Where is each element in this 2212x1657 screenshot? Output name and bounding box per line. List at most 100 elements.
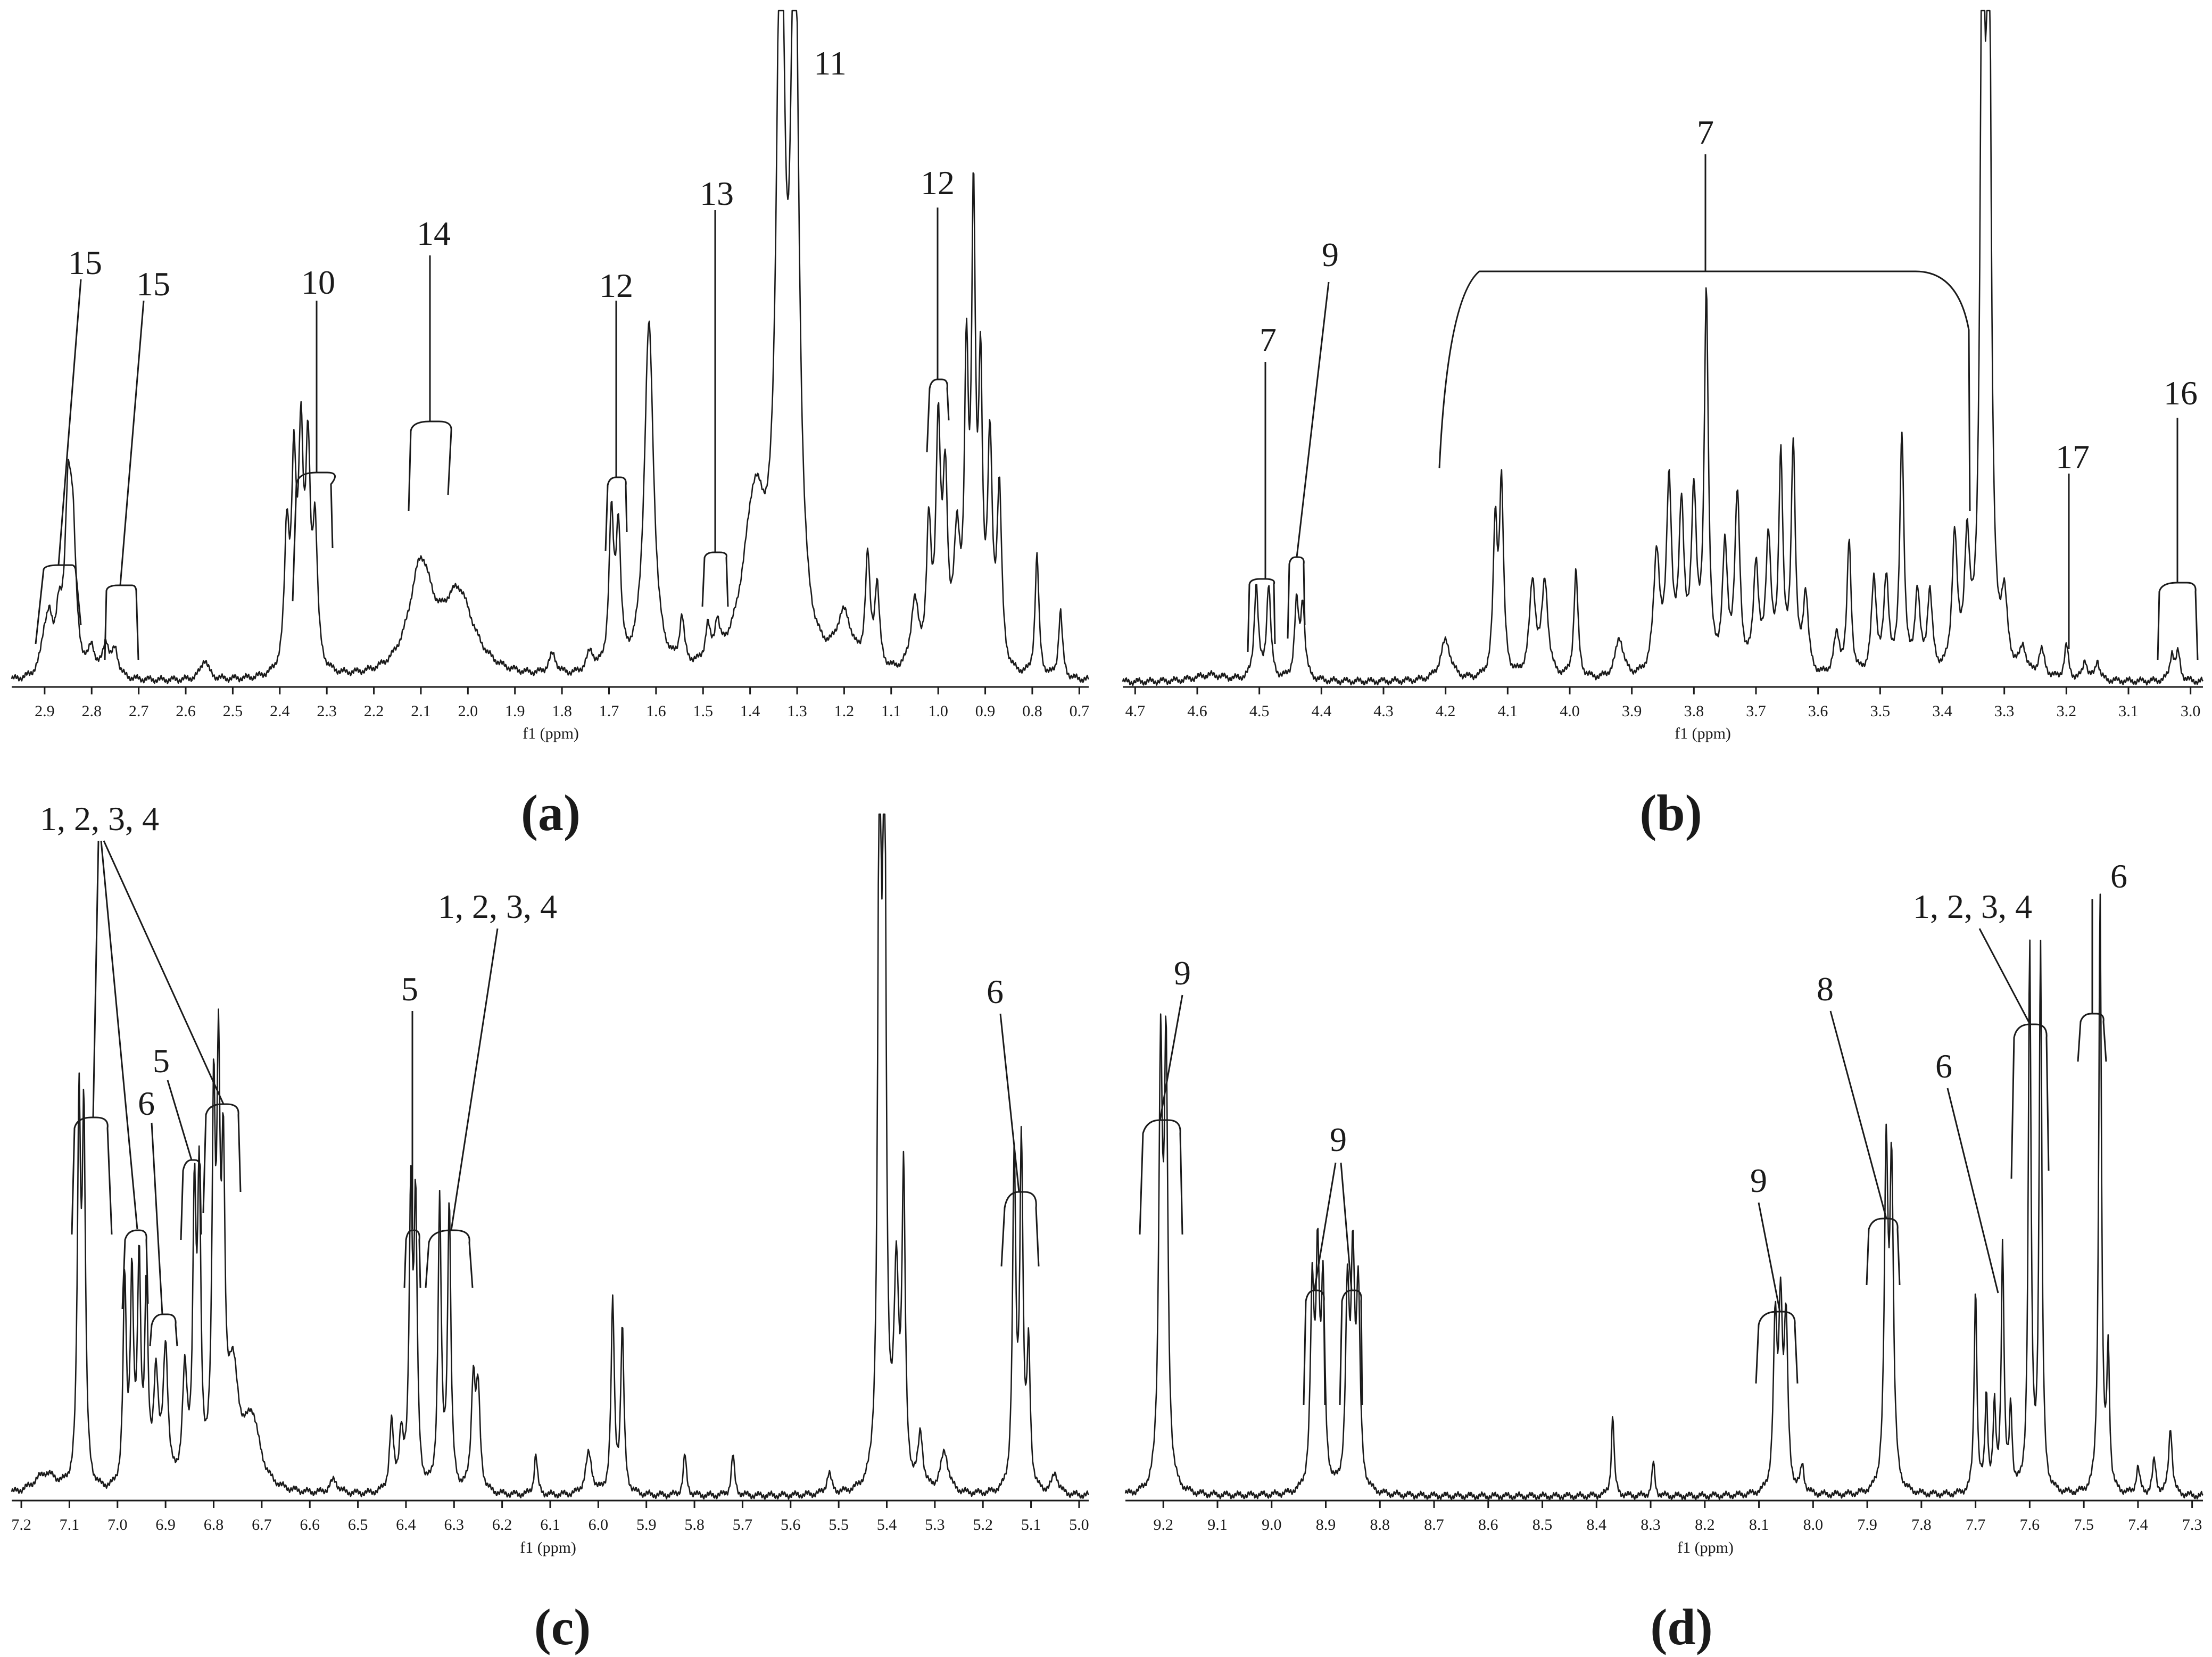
panel-c-tick-label: 6.5	[348, 1516, 368, 1534]
panel-b-tick-label: 4.6	[1187, 702, 1207, 720]
panel-a-label-14: 14	[417, 214, 451, 252]
panel-c-bracket-512	[1000, 1191, 1040, 1267]
panel-a-leader-15b	[119, 300, 145, 586]
panel-a-tick-label: 2.8	[82, 702, 102, 720]
panel-b-tick-label: 4.7	[1125, 702, 1146, 720]
panel-c-leader-1234a-1	[92, 840, 100, 1118]
panel-b-tick-label: 4.2	[1436, 702, 1456, 720]
panel-a-tick-label: 1.1	[881, 702, 901, 720]
panel-d-bracket-747	[2077, 1013, 2107, 1062]
panel-c-tick-label: 6.1	[540, 1516, 560, 1534]
panel-c-tick-label: 7.2	[11, 1516, 31, 1534]
panel-c-tick-label: 6.8	[204, 1516, 224, 1534]
panel-b: 4.7 4.6 4.5 4.4 4.3 4.2 4.1 4.0 3.9 3.8 3.7 3.6 3.5 3…	[1122, 10, 2204, 841]
panel-a-tick-label: 0.8	[1022, 702, 1042, 720]
panel-b-tick-label: 3.3	[1994, 702, 2015, 720]
panel-d-tick-label: 7.9	[1857, 1516, 1877, 1534]
panel-c-label-5a: 5	[153, 1042, 170, 1080]
panel-c-tick-label: 5.6	[781, 1516, 801, 1534]
panel-d-leader-9b-2	[1340, 1162, 1353, 1291]
panel-c-tick-label: 6.9	[155, 1516, 176, 1534]
panel-c-spectrum	[11, 813, 1090, 1500]
panel-b-tick-label: 4.0	[1560, 702, 1580, 720]
panel-c-tick-label: 5.7	[733, 1516, 753, 1534]
panel-d-tick-label: 7.7	[1966, 1516, 1986, 1534]
panel-d-tick-label: 7.5	[2074, 1516, 2094, 1534]
panel-a-bracket-12a	[604, 476, 628, 551]
panel-d-tick-label: 8.8	[1370, 1516, 1390, 1534]
panel-b-label-17: 17	[2056, 438, 2090, 476]
panel-d-leader-6a	[1946, 1088, 1999, 1294]
panel-c-tick-label: 6.3	[444, 1516, 465, 1534]
panel-d-leader-9a	[1159, 995, 1183, 1121]
panel-c-label-1234b: 1, 2, 3, 4	[438, 888, 557, 925]
panel-c-bracket-691	[149, 1313, 178, 1347]
panel-d-tick-label: 8.3	[1641, 1516, 1661, 1534]
panel-c-label-6b: 6	[987, 973, 1004, 1010]
panel-a-tick-label: 0.9	[975, 702, 996, 720]
panel-a-tick-label: 2.3	[317, 702, 337, 720]
panel-d-annotations: 9 9 9 8 6 1, 2, 3, 4 6	[1139, 857, 2127, 1405]
panel-c-leader-6a	[151, 1122, 163, 1315]
panel-b-tick-label: 3.9	[1622, 702, 1642, 720]
panel-b-bracket-7a	[1247, 578, 1276, 652]
panel-b-label-16: 16	[2164, 374, 2198, 412]
panel-a-tick-label: 1.5	[693, 702, 713, 720]
panel-b-tick-label: 3.1	[2118, 702, 2139, 720]
panel-a-tick-label: 2.7	[129, 702, 149, 720]
panel-d-bracket-891	[1303, 1289, 1326, 1405]
panel-c-label-1234a: 1, 2, 3, 4	[40, 800, 159, 838]
panel-d-tick-label: 9.0	[1262, 1516, 1282, 1534]
panel-b-tick-label: 4.1	[1498, 702, 1518, 720]
panel-b-spectrum	[1122, 10, 2204, 686]
panel-c-tick-label: 6.2	[492, 1516, 512, 1534]
panel-c-bracket-679	[202, 1103, 242, 1214]
panel-d-tick-label: 8.4	[1587, 1516, 1607, 1534]
panel-d-tick-label: 8.6	[1478, 1516, 1498, 1534]
panel-c-tick-label: 5.4	[877, 1516, 897, 1534]
panel-c-tick-label: 6.6	[300, 1516, 320, 1534]
panel-d-xlabel: f1 (ppm)	[1677, 1539, 1734, 1556]
panel-a-label-11: 11	[814, 44, 847, 82]
panel-d-tick-label: 8.7	[1424, 1516, 1444, 1534]
panel-d-leader-1234	[1978, 928, 2031, 1025]
panel-a-annotations: 15 15 10 14 12 13 11 12	[35, 44, 955, 660]
panel-a-bracket-13	[701, 551, 729, 607]
panel-c-ticks: 7.2 7.1 7.0 6.9 6.8 6.7 6.6 6.5 6.4 6.3 6.2 6.1 6.0 5…	[11, 1501, 1089, 1534]
panel-b-bracket-7b	[1438, 270, 1971, 511]
panel-d-tick-label: 9.1	[1207, 1516, 1228, 1534]
panel-c-xlabel: f1 (ppm)	[520, 1539, 576, 1556]
panel-a-tick-label: 1.8	[552, 702, 572, 720]
panel-b-tick-label: 3.0	[2181, 702, 2201, 720]
panel-d-ticks: 9.2 9.1 9.0 8.9 8.8 8.7 8.6 8.5 8.4 8.3 8.2 8.1 8.0 7…	[1153, 1501, 2202, 1534]
panel-c-tick-label: 5.2	[973, 1516, 993, 1534]
panel-d-bracket-920	[1139, 1119, 1183, 1235]
panel-a-tick-label: 2.2	[364, 702, 384, 720]
panel-a-ticks: 2.9 2.8 2.7 2.6 2.5 2.4 2.3 2.2 2.1 2.0 1.9 1.8 1.7 1…	[35, 687, 1089, 720]
panel-d-leader-8	[1829, 1010, 1887, 1219]
panel-a-label-15b: 15	[136, 265, 170, 303]
panel-d-spectrum	[1124, 893, 2204, 1501]
panel-b-label-7a: 7	[1260, 321, 1277, 359]
panel-b-ticks: 4.7 4.6 4.5 4.4 4.3 4.2 4.1 4.0 3.9 3.8 3.7 3.6 3.5 3…	[1125, 687, 2201, 720]
panel-c-leader-1234a-2	[100, 840, 138, 1230]
panel-b-tick-label: 3.4	[1932, 702, 1952, 720]
panel-a-tick-label: 2.5	[223, 702, 243, 720]
panel-a-label-15a: 15	[68, 244, 102, 281]
panel-d: 9.2 9.1 9.0 8.9 8.8 8.7 8.6 8.5 8.4 8.3 8.2 8.1 8.0 7…	[1124, 857, 2204, 1655]
panel-a-spectrum	[11, 10, 1090, 684]
panel-a-tick-label: 2.4	[270, 702, 290, 720]
panel-d-label: (d)	[1650, 1598, 1712, 1655]
panel-a-leader-15a	[57, 279, 82, 566]
panel-a-bracket-15b	[104, 584, 139, 660]
panel-a-tick-label: 2.1	[411, 702, 431, 720]
panel-d-label-9c: 9	[1750, 1162, 1767, 1199]
panel-a-tick-label: 1.2	[834, 702, 855, 720]
panel-a-bracket-12b	[926, 378, 950, 453]
panel-d-label-1234: 1, 2, 3, 4	[1913, 888, 2032, 925]
panel-d-bracket-885	[1339, 1289, 1363, 1405]
panel-c-leader-1234b	[450, 928, 499, 1231]
panel-d-tick-label: 8.2	[1695, 1516, 1715, 1534]
panel-b-tick-label: 4.4	[1312, 702, 1332, 720]
panel-a-label-13: 13	[700, 175, 734, 212]
